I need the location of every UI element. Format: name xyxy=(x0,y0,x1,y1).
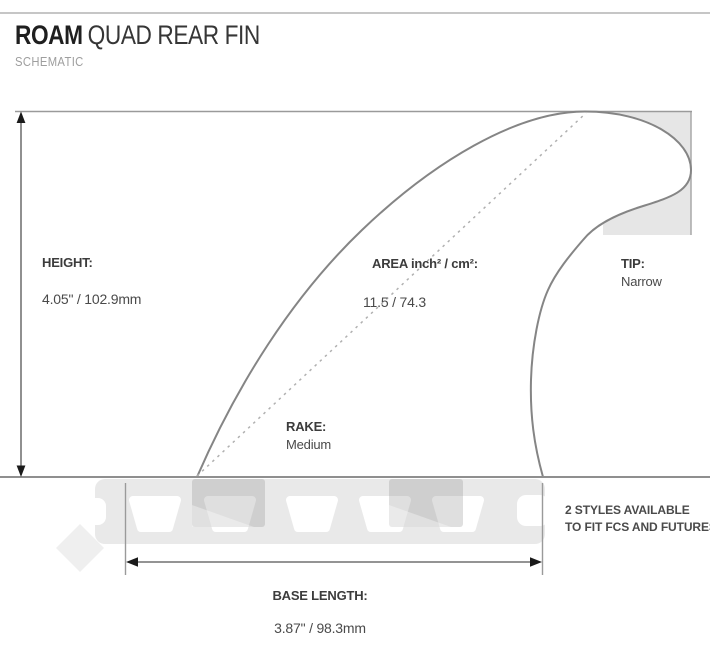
product-name: QUAD REAR FIN xyxy=(87,20,261,50)
base-length-label: BASE LENGTH: xyxy=(272,588,368,603)
base-length-value: 3.87" / 98.3mm xyxy=(274,620,366,636)
plate-watermark-shape xyxy=(56,524,104,572)
height-arrowhead-down xyxy=(16,465,26,477)
fin-tab-right xyxy=(389,479,463,527)
base-length-dimension xyxy=(124,483,544,575)
fin-tabs xyxy=(192,479,463,527)
base-arrowhead-left xyxy=(126,557,138,567)
page-subtitle: SCHEMATIC xyxy=(15,55,84,69)
fin-outline xyxy=(196,110,692,478)
brand-name: ROAM xyxy=(15,20,83,50)
height-arrowhead-up xyxy=(16,111,26,123)
tip-value: Narrow xyxy=(621,274,662,289)
styles-availability-note: 2 STYLES AVAILABLE TO FIT FCS AND FUTURE… xyxy=(565,502,710,535)
fin-base-plate xyxy=(56,479,549,572)
page-title: ROAM QUAD REAR FIN xyxy=(15,20,260,51)
styles-availability-line1: 2 STYLES AVAILABLE xyxy=(565,503,690,517)
height-dimension xyxy=(16,111,26,477)
fin-tab-left-highlight xyxy=(192,505,254,527)
height-label: HEIGHT: xyxy=(42,255,93,270)
fin-tab-left xyxy=(192,479,265,527)
rake-dotted-line xyxy=(196,112,587,477)
height-value: 4.05" / 102.9mm xyxy=(42,291,142,307)
rake-value: Medium xyxy=(286,437,332,452)
plate-cutouts xyxy=(129,496,484,532)
area-value: 11.5 / 74.3 xyxy=(363,294,426,310)
styles-availability-line2: TO FIT FCS AND FUTURES xyxy=(565,519,710,534)
tip-label: TIP: xyxy=(621,256,645,271)
plate-left-notch xyxy=(84,498,106,525)
base-arrowhead-right xyxy=(530,557,542,567)
fin-tab-right-highlight xyxy=(389,505,451,527)
rake-label: RAKE: xyxy=(286,419,327,434)
area-label: AREA inch² / cm²: xyxy=(372,256,478,271)
plate-right-notch xyxy=(517,495,549,526)
